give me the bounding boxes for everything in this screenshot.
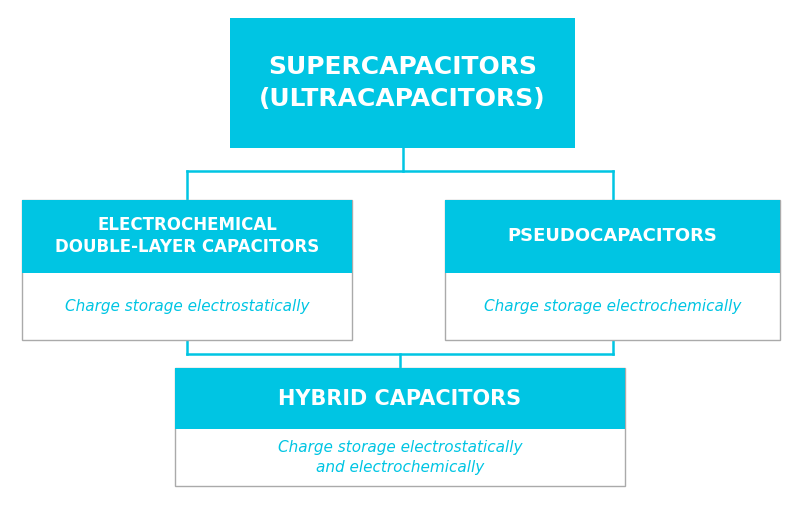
Text: Charge storage electrostatically
and electrochemically: Charge storage electrostatically and ele… bbox=[278, 440, 522, 475]
FancyBboxPatch shape bbox=[175, 368, 625, 486]
FancyBboxPatch shape bbox=[22, 200, 352, 340]
Text: ELECTROCHEMICAL
DOUBLE-LAYER CAPACITORS: ELECTROCHEMICAL DOUBLE-LAYER CAPACITORS bbox=[55, 216, 319, 257]
FancyBboxPatch shape bbox=[175, 368, 625, 429]
Text: Charge storage electrostatically: Charge storage electrostatically bbox=[65, 299, 310, 314]
Text: PSEUDOCAPACITORS: PSEUDOCAPACITORS bbox=[507, 227, 718, 245]
FancyBboxPatch shape bbox=[445, 200, 780, 273]
Text: HYBRID CAPACITORS: HYBRID CAPACITORS bbox=[278, 389, 522, 409]
Text: Charge storage electrochemically: Charge storage electrochemically bbox=[484, 299, 741, 314]
FancyBboxPatch shape bbox=[445, 200, 780, 340]
Text: SUPERCAPACITORS
(ULTRACAPACITORS): SUPERCAPACITORS (ULTRACAPACITORS) bbox=[259, 55, 546, 111]
FancyBboxPatch shape bbox=[230, 18, 575, 148]
FancyBboxPatch shape bbox=[22, 200, 352, 273]
